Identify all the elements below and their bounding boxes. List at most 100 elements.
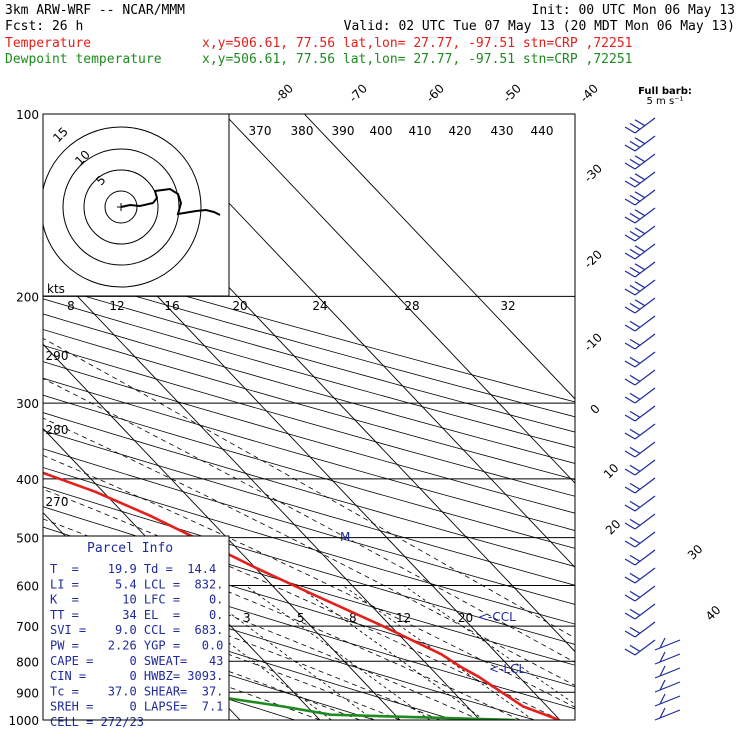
dry-adiabat-line: [43, 614, 375, 720]
wind-barb: [624, 171, 656, 188]
parcel-row: SVI = 9.0 CCL = 683.: [50, 623, 223, 637]
dry-adiabat-line: [43, 569, 535, 720]
legend-temperature: Temperature: [5, 36, 91, 51]
wind-barb: [624, 513, 656, 530]
annotation-lcl: <-LCL: [489, 662, 525, 676]
parcel-row: TT = 34 EL = 0.: [50, 608, 223, 622]
pressure-tick-label: 400: [16, 473, 39, 487]
isotherm-line: [303, 114, 575, 400]
dry-adiabat-line: [43, 298, 575, 449]
parcel-row: SREH = 0 LAPSE= 7.1: [50, 700, 223, 714]
isotherm-label: -50: [500, 81, 524, 105]
theta-label: 410: [409, 124, 432, 138]
isotherm-line: [223, 114, 575, 484]
wind-barb: [624, 405, 656, 422]
isotherm-label: 30: [685, 542, 706, 563]
wind-barb: [624, 189, 656, 206]
parcel-row: CAPE = 0 SWEAT= 43: [50, 654, 223, 668]
parcel-row: LI = 5.4 LCL = 832.: [50, 577, 223, 591]
theta-label-left: 280: [46, 423, 69, 437]
hodograph-axis-labels: 8 12 16 20 24 28 32: [67, 299, 515, 313]
pressure-tick-label: 700: [16, 620, 39, 634]
wind-barb: [624, 117, 656, 134]
wind-barb: [624, 621, 656, 638]
parcel-info: Parcel Info T = 19.9 Td = 14.4LI = 5.4 L…: [42, 535, 230, 729]
dry-adiabat-line: [43, 412, 575, 567]
isotherm-line: [43, 343, 401, 720]
dry-adiabat-line: [43, 448, 575, 605]
mixing-ratio-label: 3: [243, 611, 251, 625]
theta-labels: 370 380 390 400 410 420 430 440 290 280 270: [46, 124, 554, 509]
wind-barb: [654, 707, 681, 721]
mixing-ratio-label: 12: [396, 611, 411, 625]
wind-barb: [624, 585, 656, 602]
valid-time: Valid: 02 UTC Tue 07 May 13 (20 MDT Mon …: [344, 19, 735, 34]
barb-legend-units: 5 m s⁻¹: [647, 96, 684, 107]
parcel-title: Parcel Info: [87, 541, 173, 556]
wind-barb: [654, 637, 681, 651]
isotherm-label: -60: [423, 81, 447, 105]
pressure-tick-label: 900: [16, 686, 39, 700]
theta-label: 390: [332, 124, 355, 138]
wind-barb: [624, 549, 656, 566]
legend-temperature-info: x,y=506.61, 77.56 lat,lon= 27.77, -97.51…: [202, 36, 632, 51]
parcel-row: PW = 2.26 YGP = 0.0: [50, 639, 223, 653]
dry-adiabat-line: [43, 268, 575, 418]
mixing-ratio-label: 8: [349, 611, 357, 625]
wind-barb: [624, 531, 656, 548]
theta-label: 380: [291, 124, 314, 138]
wind-barb: [624, 567, 656, 584]
isotherm-label: 20: [603, 517, 624, 538]
mixing-ratio-line: [245, 585, 431, 720]
mixing-ratio-label: 5: [297, 611, 305, 625]
isotherm-line: [143, 114, 575, 569]
hodograph-axis-title: kts: [47, 282, 65, 296]
wind-barb: [624, 243, 656, 260]
mixing-ratio-line: [403, 585, 575, 705]
wind-barb: [624, 207, 656, 224]
hodograph-axis-label: 16: [164, 299, 179, 313]
temperature-line: [43, 471, 560, 720]
wind-barb: [624, 423, 656, 440]
theta-label: 400: [370, 124, 393, 138]
hodograph: 5 10 15 kts: [42, 113, 230, 297]
wind-barb: [624, 603, 656, 620]
init-time: Init: 00 UTC Mon 06 May 13: [532, 3, 736, 18]
dry-adiabat-line: [43, 467, 575, 625]
dry-adiabat-line: [43, 283, 575, 433]
parcel-row: K = 10 LFC = 0.: [50, 593, 223, 607]
legend-dewpoint-info: x,y=506.61, 77.56 lat,lon= 27.77, -97.51…: [202, 52, 632, 67]
theta-label: 370: [249, 124, 272, 138]
dry-adiabat-line: [43, 254, 575, 403]
parcel-row: T = 19.9 Td = 14.4: [50, 562, 216, 576]
dry-adiabat-line: [43, 344, 575, 497]
wind-barb: [624, 351, 656, 368]
theta-label: 430: [491, 124, 514, 138]
wind-barb: [624, 279, 656, 296]
isotherm-line: [43, 259, 481, 720]
wind-barb: [654, 665, 681, 679]
pressure-tick-label: 1000: [8, 714, 39, 728]
wind-barb: [624, 441, 656, 458]
dry-adiabat-line: [43, 591, 455, 720]
pressure-tick-label: 300: [16, 397, 39, 411]
moist-adiabat-line: [43, 605, 361, 720]
theta-label: 420: [449, 124, 472, 138]
annotation-ccl: <-CCL: [478, 610, 516, 624]
isotherm-label: 10: [601, 461, 622, 482]
pressure-labels: 100 200 300 400 500 600 700 800 900 1000: [8, 108, 39, 728]
hodograph-axis-label: 20: [232, 299, 247, 313]
hodograph-trace: [120, 187, 221, 216]
wind-barb: [624, 315, 656, 332]
isotherm-label: -30: [581, 161, 605, 185]
isotherm-label: -10: [581, 330, 605, 354]
isotherm-label: 0: [588, 402, 603, 417]
wind-barb: [624, 153, 656, 170]
pressure-tick-label: 100: [16, 108, 39, 122]
parcel-row: CIN = 0 HWBZ= 3093.: [50, 669, 223, 683]
moist-adiabat-line: [43, 587, 401, 720]
wind-barb: [624, 639, 656, 656]
pressure-tick-label: 800: [16, 655, 39, 669]
